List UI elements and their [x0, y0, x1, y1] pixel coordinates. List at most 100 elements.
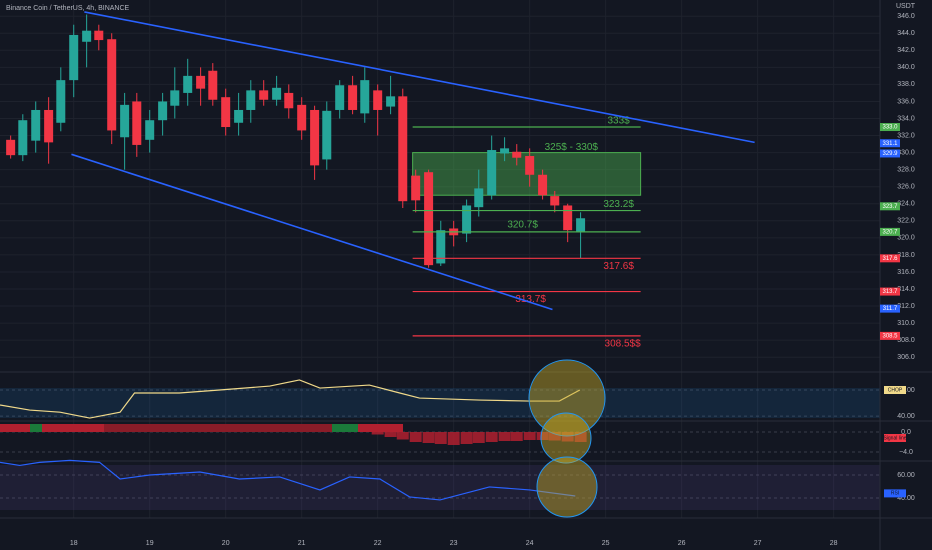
- x-tick-label: 18: [70, 540, 78, 547]
- candle-body: [246, 90, 256, 110]
- indicator-tag: [884, 386, 906, 394]
- strip: [358, 424, 403, 432]
- histogram-bar: [510, 432, 523, 441]
- candle-body: [94, 30, 104, 41]
- x-tick-label: 20: [222, 540, 230, 547]
- y-tick-label: 332.0: [897, 132, 915, 139]
- strip: [104, 424, 332, 432]
- highlight-circle: [540, 412, 592, 464]
- histogram-bar: [371, 432, 384, 435]
- price-tag: [880, 304, 900, 313]
- candle-body: [158, 101, 168, 121]
- candle-body: [487, 150, 497, 196]
- price-tag: [880, 331, 900, 340]
- level-label: 333$: [607, 116, 630, 127]
- price-tag-label: 333.0: [882, 125, 898, 131]
- candle-body: [221, 97, 231, 128]
- candle-body: [31, 109, 41, 141]
- candle-body: [386, 96, 396, 107]
- candle-body: [398, 96, 408, 202]
- y-tick-label: 346.0: [897, 13, 915, 20]
- y-tick-label: 320.0: [897, 235, 915, 242]
- chart-title: Binance Coin / TetherUS, 4h, BINANCE: [6, 5, 130, 12]
- indicator-tag-label: CHOP: [888, 387, 903, 393]
- histogram-bar: [396, 432, 409, 440]
- candle-body: [272, 87, 282, 100]
- candle-body: [576, 218, 586, 232]
- strip: [0, 424, 30, 432]
- x-tick-label: 27: [754, 540, 762, 547]
- price-tag: [880, 287, 900, 296]
- y-tick-label: 326.0: [897, 184, 915, 191]
- indicator-tag: [884, 434, 906, 442]
- price-tag: [880, 254, 900, 263]
- candle-body: [183, 75, 193, 93]
- currency: USDT: [896, 3, 916, 10]
- y-tick-label: 322.0: [897, 218, 915, 225]
- y-tick-label: 40.00: [897, 413, 915, 420]
- y-tick-label: 60.00: [897, 472, 915, 479]
- candle-body: [335, 85, 345, 110]
- price-tag-label: 320.7: [882, 229, 898, 235]
- indicator-tag-label: Signal line: [883, 435, 906, 441]
- level-label: 317.6$: [603, 261, 634, 272]
- strip: [30, 424, 42, 432]
- y-tick-label: 334.0: [897, 115, 915, 122]
- y-tick-label: 310.0: [897, 320, 915, 327]
- price-tag-label: 323.7: [882, 204, 898, 210]
- histogram-bar: [472, 432, 485, 443]
- candle-body: [322, 110, 332, 160]
- y-tick-label: 328.0: [897, 166, 915, 173]
- x-tick-label: 26: [678, 540, 686, 547]
- zone-label: 325$ - 330$: [545, 142, 599, 153]
- candle-body: [56, 80, 66, 123]
- candle-body: [234, 109, 244, 123]
- histogram-bar: [523, 432, 536, 440]
- candle-body: [360, 80, 370, 114]
- strip: [332, 424, 358, 432]
- candle-body: [107, 39, 117, 131]
- candle-body: [284, 92, 294, 109]
- y-tick-label: 336.0: [897, 98, 915, 105]
- candle-body: [297, 104, 307, 131]
- histogram-bar: [498, 432, 511, 441]
- candle-body: [208, 70, 218, 100]
- candle-body: [462, 205, 472, 234]
- y-tick-label: 342.0: [897, 47, 915, 54]
- candle-body: [132, 101, 142, 145]
- indicator-tag-label: RSI: [891, 491, 899, 497]
- indicator-line: [0, 379, 581, 419]
- price-tag-label: 317.6: [882, 256, 898, 262]
- x-tick-label: 24: [526, 540, 534, 547]
- x-tick-label: 22: [374, 540, 382, 547]
- histogram-bar: [485, 432, 498, 442]
- highlight-circle: [536, 456, 598, 518]
- histogram-bar: [574, 432, 587, 442]
- indicator-tag: [884, 489, 906, 498]
- y-tick-label: 340.0: [897, 64, 915, 71]
- x-tick-label: 21: [298, 540, 306, 547]
- y-tick-label: −4.0: [899, 449, 913, 456]
- price-tag: [880, 227, 900, 236]
- candle-body: [348, 85, 358, 110]
- candle-body: [550, 196, 560, 206]
- y-tick-label: 306.0: [897, 354, 915, 361]
- candle-body: [310, 109, 320, 166]
- chop-band: [0, 388, 880, 418]
- histogram-bar: [422, 432, 435, 443]
- y-tick-label: 330.0: [897, 149, 915, 156]
- level-label: 323.2$: [603, 199, 634, 210]
- y-tick-label: 344.0: [897, 30, 915, 37]
- histogram-bar: [561, 432, 574, 442]
- candle-body: [145, 120, 155, 140]
- indicator-line: [0, 459, 576, 501]
- candle-body: [170, 90, 180, 106]
- candle-body: [6, 139, 16, 156]
- histogram-bar: [434, 432, 447, 444]
- candle-body: [411, 175, 421, 201]
- price-tag: [880, 149, 900, 158]
- candle-body: [424, 172, 434, 266]
- y-tick-label: 40.00: [897, 495, 915, 502]
